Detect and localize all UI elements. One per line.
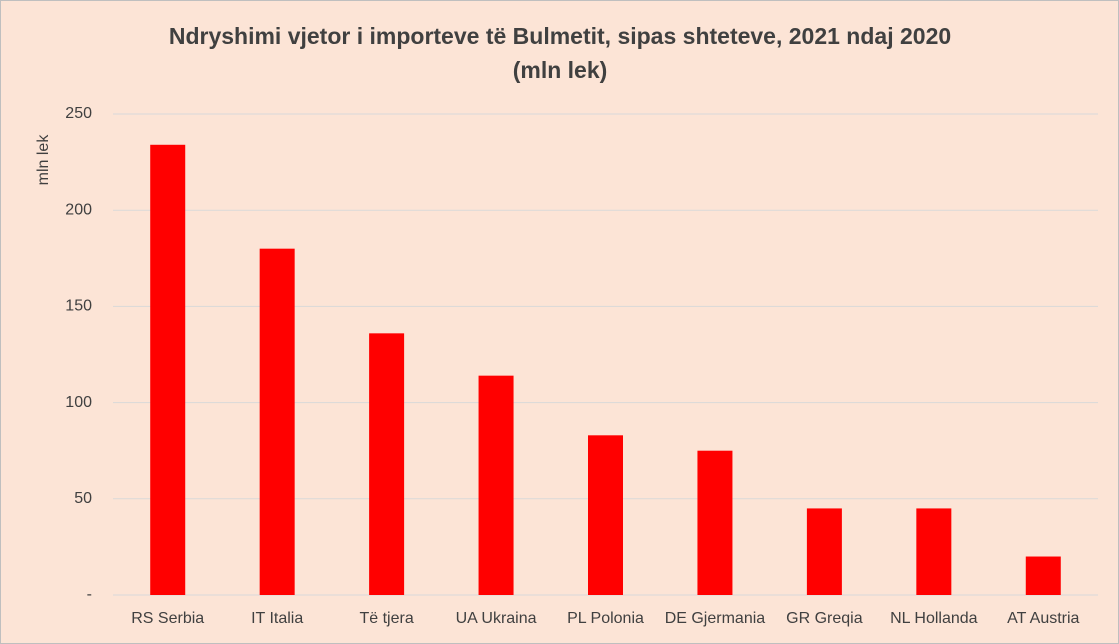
y-tick-label: 100 <box>65 394 92 411</box>
bar <box>150 144 186 595</box>
bar <box>588 435 623 595</box>
bar <box>1025 556 1061 595</box>
y-tick-label: 50 <box>74 490 92 507</box>
bar <box>916 508 952 595</box>
bar <box>369 333 405 595</box>
x-tick-label: UA Ukraina <box>456 610 537 627</box>
bar <box>478 375 514 595</box>
chart-subtitle: (mln lek) <box>513 57 608 83</box>
y-tick-label: 200 <box>65 201 92 218</box>
y-tick-label: 250 <box>65 105 92 122</box>
bar <box>259 248 295 595</box>
bar <box>806 508 842 595</box>
x-tick-label: NL Hollanda <box>890 610 978 627</box>
x-tick-label: RS Serbia <box>131 610 204 627</box>
x-tick-label: PL Polonia <box>567 610 644 627</box>
y-tick-label: - <box>87 586 92 603</box>
x-tick-label: GR Greqia <box>786 610 863 627</box>
x-tick-label: IT Italia <box>251 610 303 627</box>
y-tick-label: 150 <box>65 298 92 315</box>
x-tick-label: DE Gjermania <box>665 610 766 627</box>
bar <box>697 450 733 595</box>
y-axis-label: mln lek <box>35 134 52 186</box>
x-tick-label: Të tjera <box>359 610 413 627</box>
x-tick-label: AT Austria <box>1007 610 1079 627</box>
chart-title: Ndryshimi vjetor i importeve të Bulmetit… <box>169 23 951 49</box>
